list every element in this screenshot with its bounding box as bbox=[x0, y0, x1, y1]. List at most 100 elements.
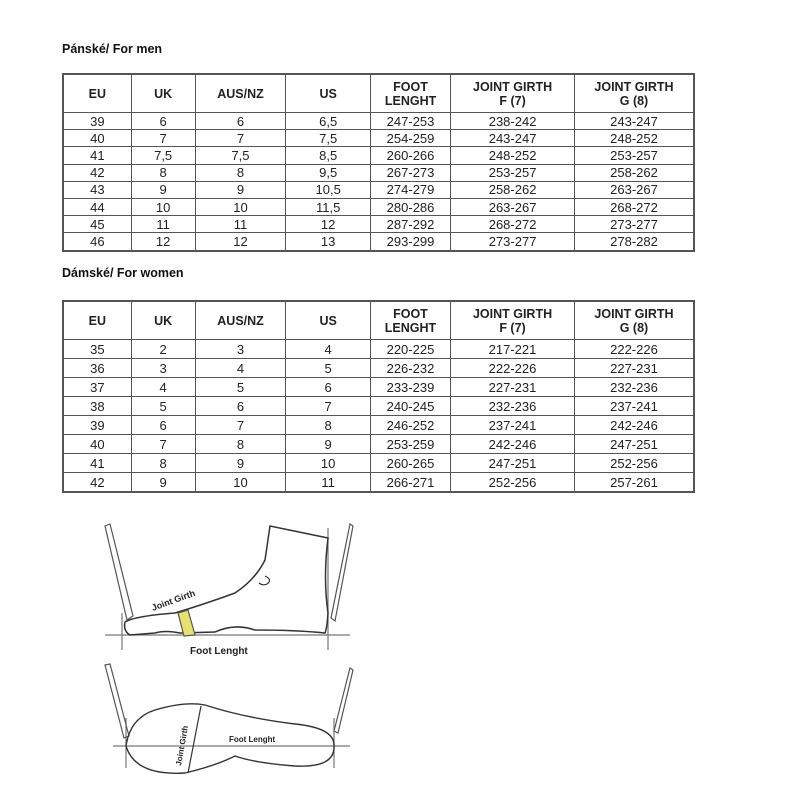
column-header-line: UK bbox=[154, 313, 173, 328]
sole-foot-length-label: Foot Lenght bbox=[229, 735, 276, 744]
table-cell: 10 bbox=[285, 453, 371, 473]
table-cell: 7,5 bbox=[285, 129, 371, 148]
table-cell: 253-257 bbox=[450, 163, 575, 182]
measuring-tape-icon bbox=[177, 609, 196, 637]
table-cell: 4 bbox=[194, 358, 287, 378]
table-cell: 260-266 bbox=[369, 146, 452, 165]
table-cell: 9 bbox=[194, 180, 287, 199]
side-foot-length-label: Foot Lenght bbox=[190, 646, 248, 657]
table-cell: 5 bbox=[130, 396, 196, 416]
table-cell: 5 bbox=[194, 377, 287, 397]
column-header-line: F (7) bbox=[499, 93, 526, 108]
table-cell: 267-273 bbox=[369, 163, 452, 182]
column-header: US bbox=[285, 300, 371, 340]
table-cell: 8 bbox=[194, 434, 287, 454]
column-header-line: F (7) bbox=[499, 320, 526, 335]
table-cell: 233-239 bbox=[369, 377, 452, 397]
foot-measurement-diagram: Joint Girth Foot Lenght Joint Girth Foot… bbox=[104, 523, 354, 774]
right-ruler-icon bbox=[330, 523, 354, 623]
table-cell: 46 bbox=[62, 232, 132, 251]
table-cell: 12 bbox=[130, 232, 196, 251]
table-cell: 37 bbox=[62, 377, 132, 397]
table-row: 38 5 6 7 240-245 232-236 237-241 bbox=[62, 396, 695, 416]
table-cell: 8 bbox=[285, 415, 371, 435]
table-cell: 227-231 bbox=[573, 358, 695, 378]
table-row: 41 7,5 7,5 8,5 260-266 248-252 253-257 bbox=[62, 146, 695, 165]
table-cell: 43 bbox=[62, 180, 132, 199]
table-cell: 252-256 bbox=[450, 472, 575, 493]
table-row: 44 10 10 11,5 280-286 263-267 268-272 bbox=[62, 197, 695, 217]
men-title: Pánské/ For men bbox=[62, 42, 163, 56]
table-cell: 247-251 bbox=[573, 434, 695, 454]
table-cell: 268-272 bbox=[574, 197, 695, 217]
table-cell: 263-267 bbox=[574, 180, 695, 199]
column-header: US bbox=[285, 73, 371, 113]
table-cell: 12 bbox=[285, 215, 371, 234]
column-header-line: US bbox=[319, 313, 337, 328]
table-row: 43 9 9 10,5 274-279 258-262 263-267 bbox=[62, 180, 695, 199]
men-size-table: EU UK AUS/NZ US FOOT LENGHT JOINT GIRTH F (7) JO… bbox=[62, 73, 695, 252]
table-cell: 40 bbox=[62, 434, 132, 454]
header-row: EU UK AUS/NZ US FOOT LENGHT JOINT GIRTH F (7) JO… bbox=[62, 73, 695, 113]
table-cell: 263-267 bbox=[450, 197, 575, 217]
table-cell: 237-241 bbox=[450, 415, 575, 435]
table-cell: 243-247 bbox=[450, 129, 575, 148]
column-header: EU bbox=[62, 300, 132, 340]
table-cell: 42 bbox=[62, 163, 132, 182]
table-cell: 13 bbox=[285, 232, 371, 251]
header-row: EU UK AUS/NZ US FOOT LENGHT JOINT GIRTH F (7) JO… bbox=[62, 300, 695, 340]
table-cell: 36 bbox=[62, 358, 132, 378]
table-cell: 38 bbox=[62, 396, 132, 416]
table-cell: 273-277 bbox=[450, 232, 575, 251]
table-cell: 8 bbox=[194, 163, 287, 182]
table-cell: 220-225 bbox=[369, 339, 452, 359]
table-cell: 247-253 bbox=[369, 111, 452, 131]
column-header-line: FOOT bbox=[393, 79, 428, 94]
table-cell: 257-261 bbox=[573, 472, 695, 493]
table-cell: 9 bbox=[285, 434, 371, 454]
table-row: 35 2 3 4 220-225 217-221 222-226 bbox=[62, 339, 695, 359]
column-header-line: US bbox=[319, 86, 337, 101]
table-cell: 252-256 bbox=[573, 453, 695, 473]
table-cell: 4 bbox=[285, 339, 371, 359]
side-view-foot: Joint Girth Foot Lenght bbox=[104, 523, 354, 657]
table-cell: 2 bbox=[130, 339, 196, 359]
table-cell: 7 bbox=[194, 129, 287, 148]
table-cell: 238-242 bbox=[450, 111, 575, 131]
table-cell: 7,5 bbox=[194, 146, 287, 165]
table-cell: 10 bbox=[194, 472, 287, 493]
table-cell: 39 bbox=[62, 111, 132, 131]
table-cell: 9,5 bbox=[285, 163, 371, 182]
column-header-line: JOINT GIRTH bbox=[472, 306, 553, 321]
table-row: 45 11 11 12 287-292 268-272 273-277 bbox=[62, 215, 695, 234]
table-cell: 11 bbox=[285, 472, 371, 493]
column-header: EU bbox=[62, 73, 132, 113]
table-row: 40 7 7 7,5 254-259 243-247 248-252 bbox=[62, 129, 695, 148]
table-cell: 260-265 bbox=[369, 453, 452, 473]
table-cell: 232-236 bbox=[450, 396, 575, 416]
table-cell: 254-259 bbox=[369, 129, 452, 148]
table-cell: 9 bbox=[130, 180, 196, 199]
table-cell: 9 bbox=[130, 472, 196, 493]
column-header-line: AUS/NZ bbox=[217, 313, 264, 328]
column-header-line: JOINT GIRTH bbox=[473, 79, 553, 94]
table-cell: 10,5 bbox=[285, 180, 371, 199]
table-cell: 40 bbox=[62, 129, 132, 148]
table-cell: 10 bbox=[130, 197, 196, 217]
table-cell: 273-277 bbox=[574, 215, 695, 234]
table-cell: 5 bbox=[285, 358, 371, 378]
column-header: JOINT GIRTH G (8) bbox=[574, 73, 695, 113]
table-cell: 45 bbox=[62, 215, 132, 234]
table-cell: 6 bbox=[130, 415, 196, 435]
table-cell: 7 bbox=[130, 434, 196, 454]
table-cell: 35 bbox=[62, 339, 132, 359]
table-cell: 8,5 bbox=[285, 146, 371, 165]
table-cell: 11 bbox=[130, 215, 196, 234]
table-cell: 243-247 bbox=[574, 111, 695, 131]
column-header-line: AUS/NZ bbox=[217, 86, 264, 101]
table-cell: 253-257 bbox=[574, 146, 695, 165]
table-cell: 242-246 bbox=[573, 415, 695, 435]
table-cell: 287-292 bbox=[369, 215, 452, 234]
table-cell: 222-226 bbox=[573, 339, 695, 359]
column-header: FOOT LENGHT bbox=[369, 73, 452, 113]
